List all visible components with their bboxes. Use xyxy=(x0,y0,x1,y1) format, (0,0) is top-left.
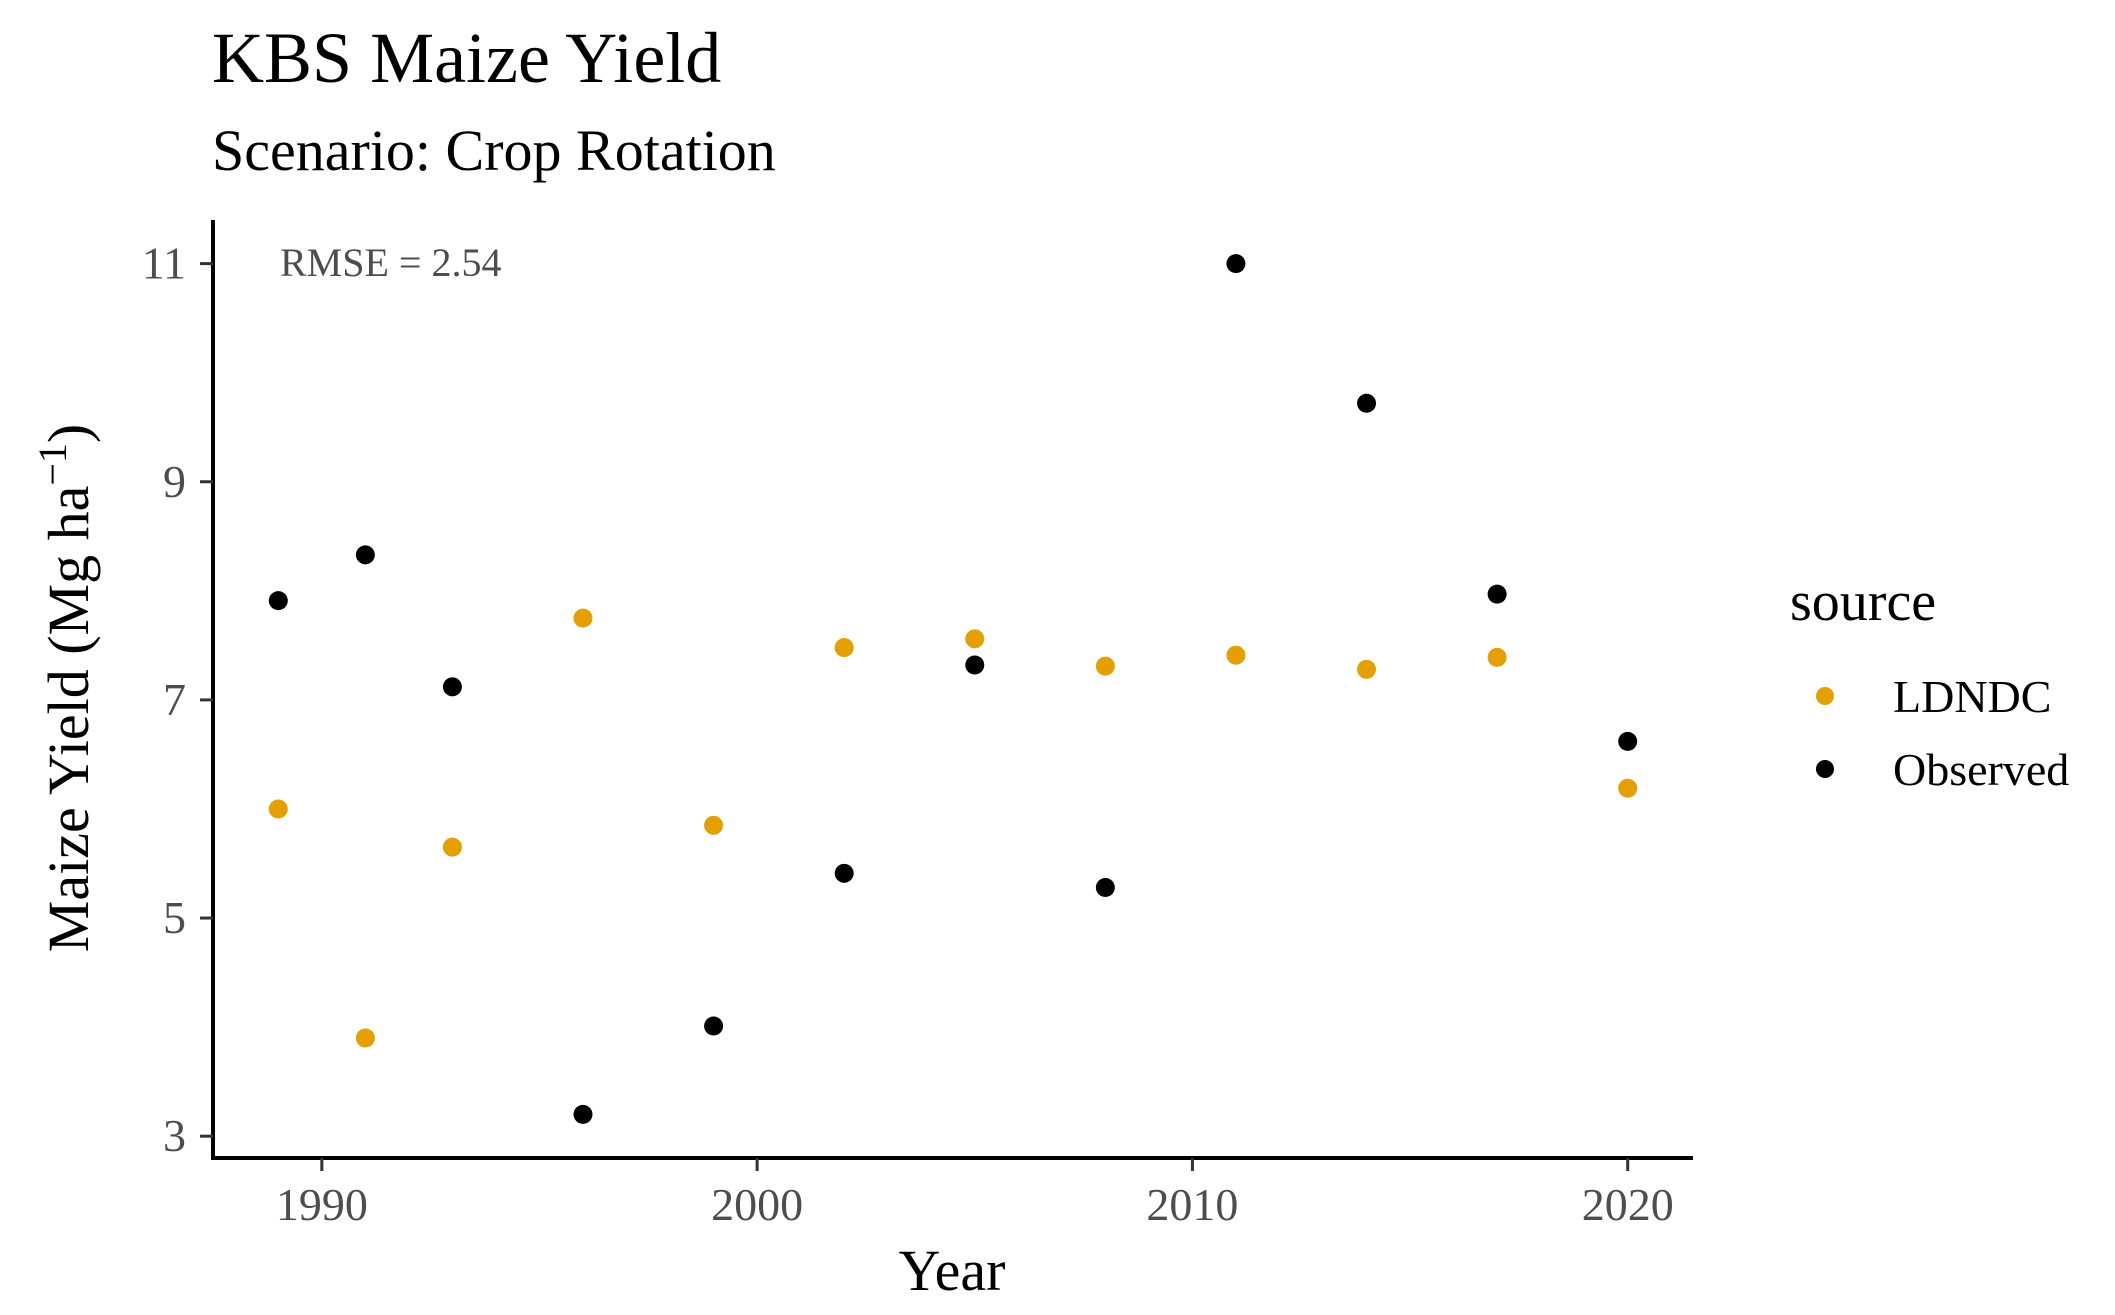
data-points xyxy=(268,254,1638,1124)
point-ldndc xyxy=(1357,659,1377,679)
x-tick-label: 2020 xyxy=(1582,1179,1674,1230)
point-observed xyxy=(965,655,985,675)
point-ldndc xyxy=(834,638,854,658)
point-ldndc xyxy=(355,1028,375,1048)
x-tick-label: 2000 xyxy=(711,1179,803,1230)
legend-key-observed xyxy=(1816,760,1834,778)
point-ldndc xyxy=(1487,647,1507,667)
point-observed xyxy=(268,591,288,611)
rmse-annotation: RMSE = 2.54 xyxy=(280,240,501,285)
point-observed xyxy=(1226,254,1246,274)
legend-label-ldndc: LDNDC xyxy=(1893,671,2051,722)
legend-label-observed: Observed xyxy=(1893,744,2069,795)
legend-key-ldndc xyxy=(1816,687,1834,705)
chart-title: KBS Maize Yield xyxy=(212,18,721,98)
point-ldndc xyxy=(1095,656,1115,676)
point-observed xyxy=(355,545,375,565)
point-ldndc xyxy=(573,608,593,628)
y-tick-label: 7 xyxy=(163,674,186,725)
point-observed xyxy=(1487,584,1507,604)
x-ticks: 1990 2000 2010 2020 xyxy=(276,1158,1674,1230)
axes xyxy=(211,220,1693,1160)
point-observed xyxy=(834,863,854,883)
legend: source LDNDC Observed xyxy=(1790,571,2069,795)
y-axis-title-main: Maize Yield (Mg ha xyxy=(36,486,101,953)
y-tick-label: 9 xyxy=(163,456,186,507)
point-ldndc xyxy=(442,837,462,857)
x-axis-title: Year xyxy=(899,1238,1006,1303)
legend-title: source xyxy=(1790,571,1936,633)
point-ldndc xyxy=(1226,645,1246,665)
y-tick-label: 11 xyxy=(142,238,186,289)
x-tick-label: 2010 xyxy=(1146,1179,1238,1230)
y-tick-label: 3 xyxy=(163,1110,186,1161)
point-observed xyxy=(704,1016,724,1036)
point-observed xyxy=(442,677,462,697)
chart-subtitle: Scenario: Crop Rotation xyxy=(212,118,776,183)
point-ldndc xyxy=(1618,778,1638,798)
y-tick-label: 5 xyxy=(163,892,186,943)
point-observed xyxy=(573,1104,593,1124)
y-axis-title-superscript: −1 xyxy=(30,443,75,486)
point-observed xyxy=(1095,878,1115,898)
point-ldndc xyxy=(965,629,985,649)
x-tick-label: 1990 xyxy=(276,1179,368,1230)
y-axis-title-close: ) xyxy=(36,424,101,443)
y-axis-title: Maize Yield (Mg ha−1) xyxy=(30,424,101,952)
point-observed xyxy=(1357,393,1377,413)
y-ticks: 3 5 7 9 11 xyxy=(142,238,213,1161)
point-observed xyxy=(1618,731,1638,751)
point-ldndc xyxy=(268,799,288,819)
point-ldndc xyxy=(704,815,724,835)
